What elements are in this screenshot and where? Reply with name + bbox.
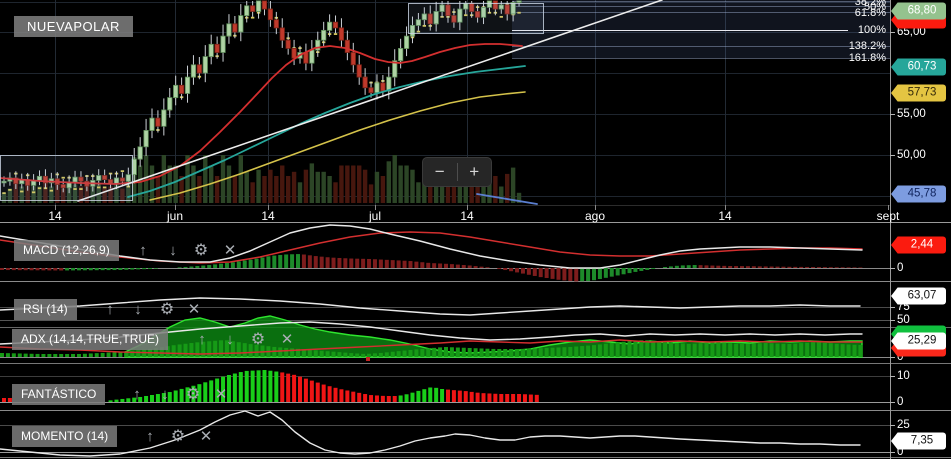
time-axis-label: 14	[718, 209, 732, 223]
macd-axis-label: 0	[897, 262, 904, 274]
fant-header-label: FANTÁSTICO	[12, 384, 106, 405]
fib-level-label: 100%	[857, 24, 886, 36]
macd-down-icon[interactable]: ↓	[169, 242, 177, 259]
time-axis-label: jun	[166, 209, 184, 223]
fant-close-icon[interactable]: ✕	[214, 386, 228, 403]
mom-header-label: MOMENTO (14)	[12, 426, 118, 447]
mom-axis-label: 25	[897, 419, 910, 431]
fant-up-icon[interactable]: ↑	[133, 386, 141, 403]
rsi-axis-label: 50	[897, 314, 910, 326]
mom-axis-label: 0	[897, 446, 904, 458]
rsi-close-icon[interactable]: ✕	[187, 301, 201, 318]
zoom-divider	[456, 163, 458, 181]
rsi-down-icon[interactable]: ↓	[134, 301, 142, 318]
rsi-up-icon[interactable]: ↑	[106, 301, 114, 318]
mom-gear-icon[interactable]: ⚙	[170, 428, 186, 445]
time-axis-label: 14	[48, 209, 62, 223]
time-axis-label: jul	[368, 209, 382, 223]
fib-level-label: 61.8%	[854, 7, 886, 19]
price-axis-label: 50,00	[897, 149, 926, 161]
macd-gear-icon[interactable]: ⚙	[193, 242, 209, 259]
adx-gear-icon[interactable]: ⚙	[250, 331, 266, 348]
mom-value-badge: 7,35	[891, 432, 946, 450]
fant-down-icon[interactable]: ↓	[161, 386, 169, 403]
price-badge-last: 68,80	[891, 2, 946, 20]
price-badge-blue-level: 45,78	[891, 185, 946, 203]
rsi-header-label: RSI (14)	[14, 299, 77, 320]
time-axis-label: 14	[261, 209, 275, 223]
time-axis-label: sept	[876, 209, 900, 223]
fib-level-label: 138.2%	[848, 40, 886, 52]
zoom-controls: − +	[422, 157, 492, 187]
time-axis-label: ago	[584, 209, 606, 223]
adx-close-icon[interactable]: ✕	[280, 331, 294, 348]
highlight-box-top	[408, 3, 544, 34]
macd-up-icon[interactable]: ↑	[139, 242, 147, 259]
mom-close-icon[interactable]: ✕	[199, 428, 213, 445]
highlight-box-left	[0, 155, 133, 201]
price-axis-label: 55,00	[897, 108, 926, 120]
rsi-gear-icon[interactable]: ⚙	[159, 301, 175, 318]
symbol-label: NUEVAPOLAR	[14, 16, 133, 37]
fant-axis-label: 0	[897, 396, 904, 408]
adx-up-icon[interactable]: ↑	[198, 331, 206, 348]
price-axis-label: 65,00	[897, 26, 926, 38]
fib-level-label: 50%	[863, 1, 886, 13]
macd-header-label: MACD (12,26,9)	[14, 240, 119, 261]
adx-down-icon[interactable]: ↓	[226, 331, 234, 348]
adx-value-badge: 25,29	[891, 332, 946, 350]
rsi-value-badge: 63,07	[891, 287, 946, 305]
fib-level-label: 38.2%	[854, 0, 886, 8]
fant-gear-icon[interactable]: ⚙	[185, 386, 201, 403]
macd-value-badge: 2,44	[891, 236, 946, 254]
macd-close-icon[interactable]: ✕	[223, 242, 237, 259]
zoom-in-button[interactable]: +	[458, 158, 492, 186]
mom-up-icon[interactable]: ↑	[146, 428, 154, 445]
price-badge-yellow-ma: 57,73	[891, 84, 946, 102]
adx-axis-label: 0	[897, 351, 904, 363]
time-axis-label: 14	[460, 209, 474, 223]
fant-axis-label: 10	[897, 370, 910, 382]
adx-header-label: ADX (14,14,TRUE,TRUE)	[12, 329, 169, 350]
fib-level-label: 161.8%	[848, 52, 886, 64]
zoom-out-button[interactable]: −	[423, 158, 457, 186]
price-badge-teal-ma: 60,73	[891, 58, 946, 76]
